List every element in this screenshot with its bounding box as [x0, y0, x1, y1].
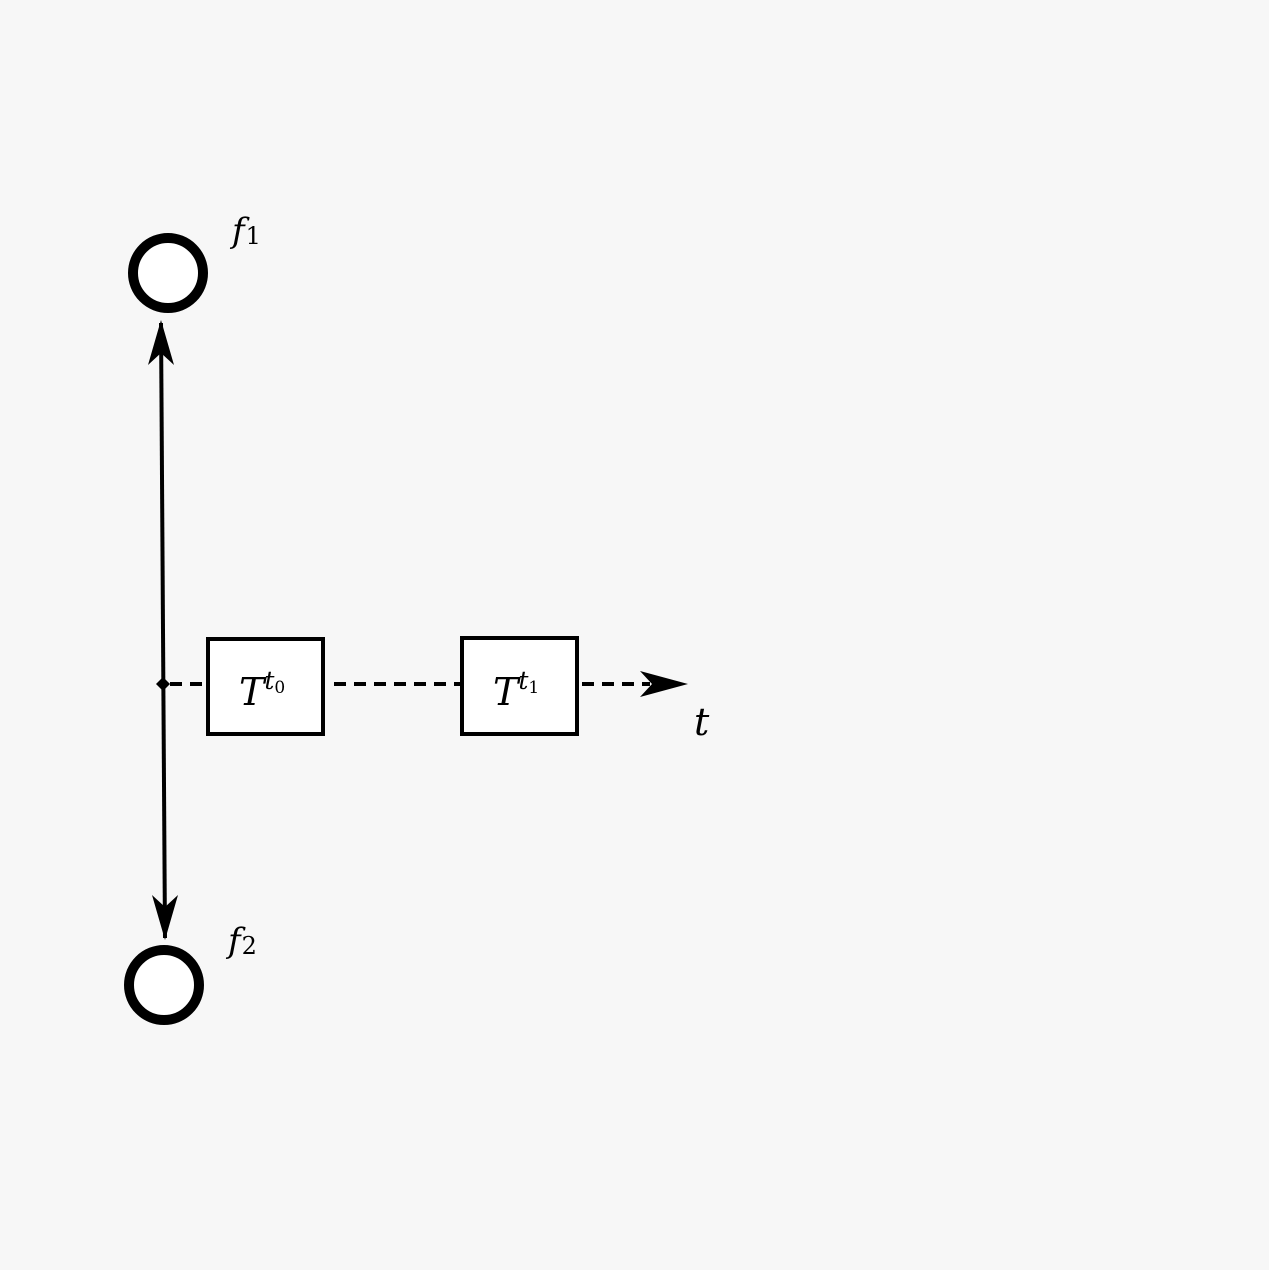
node-f1-label: f1: [229, 211, 261, 251]
node-f2: [124, 945, 204, 1025]
junction-point: [156, 677, 170, 691]
arrowhead-down-icon: [152, 895, 178, 940]
arrowhead-up-icon: [148, 320, 174, 365]
time-axis-label: t: [694, 700, 710, 744]
box-t0-label: Tt0: [239, 666, 285, 714]
time-axis-arrowhead-icon: [640, 671, 688, 697]
box-t1: [460, 636, 579, 736]
node-f1: [128, 233, 208, 313]
f1-f2-arrow: [159, 322, 167, 939]
node-f2-label: f2: [225, 921, 257, 961]
box-t1-label: Tt1: [493, 666, 539, 714]
box-t0: [206, 637, 325, 736]
